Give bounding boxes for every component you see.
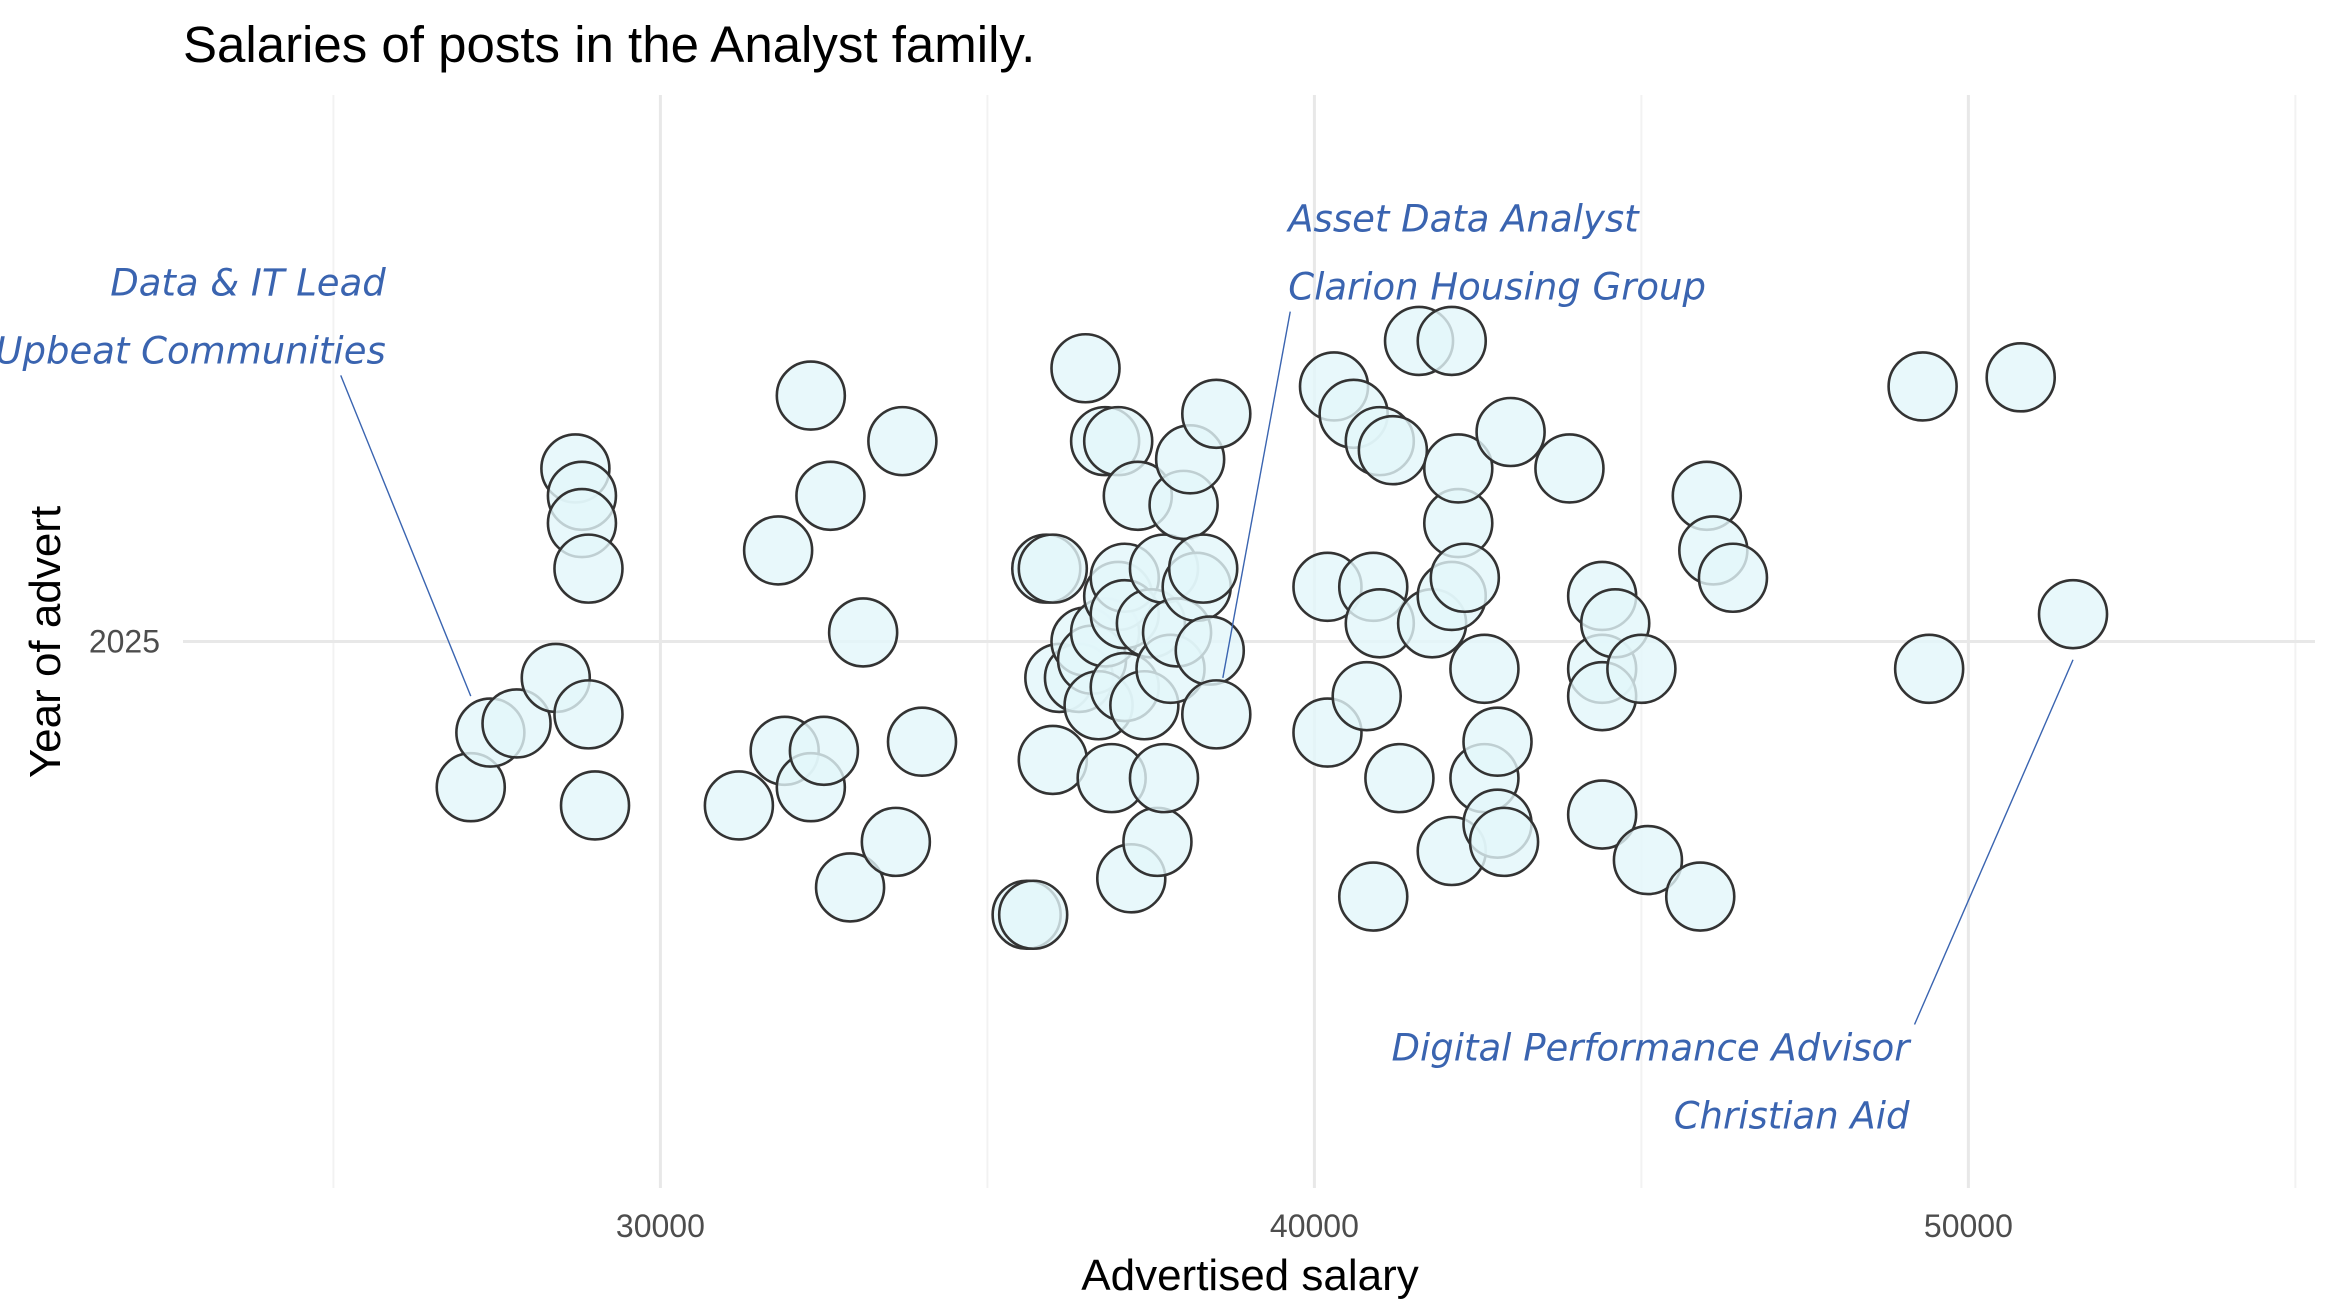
data-point xyxy=(860,806,932,878)
data-point xyxy=(997,879,1069,951)
annotation-label: Asset Data Analyst Clarion Housing Group xyxy=(1286,198,1706,309)
data-point xyxy=(481,688,552,759)
data-point xyxy=(1606,633,1677,705)
y-axis-ticks: 2025 xyxy=(89,624,160,660)
data-point xyxy=(1534,433,1605,504)
data-point xyxy=(553,679,624,750)
data-point xyxy=(2037,578,2109,650)
data-point xyxy=(1128,742,1200,814)
data-point xyxy=(1468,806,1540,878)
data-point xyxy=(1566,779,1638,850)
annotation-line: Asset Data Analyst xyxy=(1286,198,1640,241)
data-point xyxy=(1331,660,1403,732)
data-point xyxy=(1017,724,1089,796)
data-point xyxy=(1887,351,1958,422)
data-points xyxy=(435,305,2109,951)
data-point xyxy=(1664,861,1736,932)
data-point xyxy=(1364,742,1435,814)
data-point xyxy=(1337,861,1409,932)
data-point xyxy=(795,460,866,532)
x-tick-label: 40000 xyxy=(1270,1208,1359,1244)
data-point xyxy=(867,405,938,477)
x-tick-label: 30000 xyxy=(616,1208,705,1244)
annotation-line: Data & IT Lead xyxy=(110,261,386,304)
x-tick-label: 50000 xyxy=(1924,1208,2013,1244)
data-point xyxy=(1174,615,1246,686)
data-point xyxy=(1612,824,1684,896)
annotations: Data & IT Lead Upbeat Communities Asset Da… xyxy=(0,198,1912,1138)
data-point xyxy=(553,533,624,604)
annotation-line: Christian Aid xyxy=(1674,1094,1910,1137)
x-axis-ticks: 30000 40000 50000 xyxy=(616,1208,2013,1244)
annotation-label: Digital Performance Advisor Christian Aid xyxy=(1391,1026,1912,1137)
data-point xyxy=(1017,533,1089,604)
annotation-line: Digital Performance Advisor xyxy=(1391,1026,1912,1069)
data-point xyxy=(559,770,631,841)
data-point xyxy=(1985,342,2057,413)
y-axis-title: Year of advert xyxy=(21,506,70,778)
data-point xyxy=(1893,633,1965,705)
data-point xyxy=(1429,542,1501,614)
data-point xyxy=(775,360,847,431)
grid-lines xyxy=(183,95,2315,1188)
data-point xyxy=(1449,633,1520,705)
x-axis-title: Advertised salary xyxy=(1081,1251,1418,1300)
data-point xyxy=(742,515,814,586)
y-tick-label: 2025 xyxy=(89,624,160,660)
data-point xyxy=(1181,378,1252,450)
annotation-leader-line xyxy=(340,375,472,697)
data-point xyxy=(827,597,899,668)
data-point xyxy=(1416,305,1488,377)
data-point xyxy=(1462,706,1533,777)
data-point xyxy=(1357,414,1429,486)
data-point xyxy=(1122,806,1193,878)
data-point xyxy=(788,715,860,787)
data-point xyxy=(814,852,886,923)
chart-title: Salaries of posts in the Analyst family. xyxy=(183,16,1035,73)
annotation-leader-line xyxy=(1913,659,2074,1025)
annotation-line: Clarion Housing Group xyxy=(1288,266,1706,309)
annotation-leaders xyxy=(340,311,2074,1025)
data-point xyxy=(1697,542,1769,614)
annotation-label: Data & IT Lead Upbeat Communities xyxy=(0,261,386,372)
data-point xyxy=(703,770,775,841)
data-point xyxy=(1475,396,1546,468)
data-point xyxy=(886,706,958,777)
data-point xyxy=(1422,433,1494,504)
annotation-leader-line xyxy=(1222,311,1291,679)
data-point xyxy=(1050,332,1121,404)
data-point xyxy=(1167,533,1239,604)
annotation-line: Upbeat Communities xyxy=(0,329,386,372)
data-point xyxy=(1181,679,1252,750)
